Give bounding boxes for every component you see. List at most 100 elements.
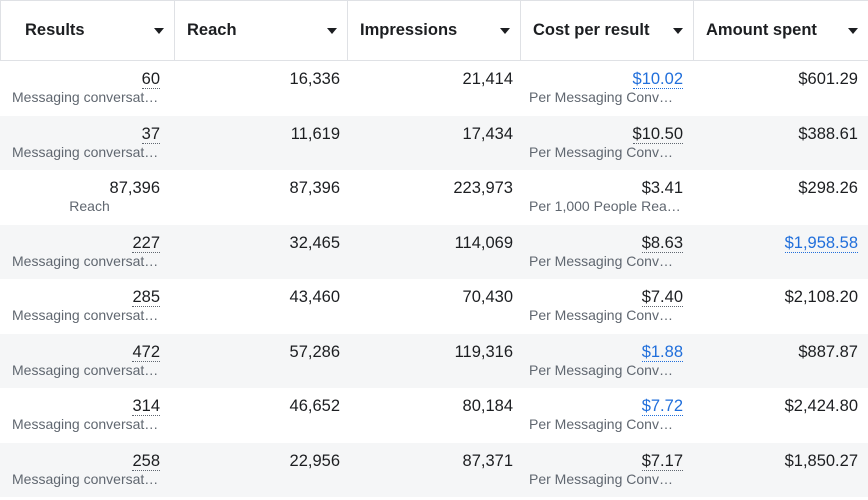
cost-per-result-type: Per 1,000 People Rea… [529, 198, 681, 214]
amount-spent-value: $2,424.80 [784, 397, 858, 415]
column-header-label: Amount spent [706, 21, 817, 39]
column-header-results[interactable]: Results [0, 1, 175, 60]
cost-per-result-cell: $7.72 Per Messaging Conv… [521, 388, 694, 443]
cost-per-result-cell: $3.41 Per 1,000 People Rea… [521, 170, 694, 225]
reach-cell: 46,652 [175, 388, 348, 443]
results-cell: 60 Messaging conversat… [0, 61, 175, 116]
impressions-value: 80,184 [462, 397, 513, 415]
cost-per-result-link[interactable]: $10.02 [632, 70, 683, 89]
results-type: Messaging conversat… [12, 307, 159, 323]
sort-caret-icon[interactable] [673, 27, 683, 34]
cost-per-result-cell: $8.63 Per Messaging Conv… [521, 225, 694, 280]
amount-spent-cell: $2,108.20 [694, 279, 868, 334]
cost-per-result-cell: $1.88 Per Messaging Conv… [521, 334, 694, 389]
cost-per-result-cell: $10.50 Per Messaging Conv… [521, 116, 694, 171]
impressions-value: 21,414 [462, 70, 513, 88]
results-type: Reach [69, 198, 110, 214]
amount-spent-cell: $298.26 [694, 170, 868, 225]
amount-spent-value: $1,850.27 [784, 451, 858, 470]
impressions-value: 70,430 [462, 288, 513, 306]
results-cell: 314 Messaging conversat… [0, 388, 175, 443]
results-cell: 258 Messaging conversat… [0, 443, 175, 498]
impressions-value: 114,069 [454, 233, 513, 252]
cost-per-result-value[interactable]: $7.17 [641, 451, 683, 471]
reach-cell: 32,465 [175, 225, 348, 280]
cost-per-result-value[interactable]: $7.40 [641, 288, 683, 307]
impressions-cell: 114,069 [348, 225, 521, 280]
cost-per-result-type: Per Messaging Conv… [529, 361, 673, 378]
amount-spent-cell: $1,850.27 [694, 443, 868, 498]
cost-per-result-cell: $10.02 Per Messaging Conv… [521, 61, 694, 116]
reach-value: 22,956 [289, 451, 340, 470]
amount-spent-link[interactable]: $1,958.58 [784, 233, 858, 253]
table-row: 285 Messaging conversat… 43,460 70,430 $… [0, 279, 868, 334]
results-cell: 227 Messaging conversat… [0, 225, 175, 280]
results-value[interactable]: 472 [132, 342, 160, 362]
results-value[interactable]: 258 [132, 451, 160, 471]
impressions-cell: 119,316 [348, 334, 521, 389]
impressions-value: 17,434 [462, 124, 513, 143]
impressions-cell: 87,371 [348, 443, 521, 498]
table-row: 227 Messaging conversat… 32,465 114,069 … [0, 224, 868, 280]
amount-spent-value: $887.87 [798, 342, 858, 361]
sort-caret-icon[interactable] [154, 27, 164, 34]
amount-spent-cell: $601.29 [694, 61, 868, 116]
cost-per-result-link[interactable]: $7.72 [641, 397, 683, 416]
results-type: Messaging conversat… [12, 470, 159, 487]
reach-cell: 22,956 [175, 443, 348, 498]
cost-per-result-cell: $7.17 Per Messaging Conv… [521, 443, 694, 498]
cost-per-result-link[interactable]: $1.88 [641, 342, 683, 362]
column-header-cost-per-result[interactable]: Cost per result [521, 1, 694, 60]
reach-cell: 16,336 [175, 61, 348, 116]
cost-per-result-type: Per Messaging Conv… [529, 470, 673, 487]
table-row: 258 Messaging conversat… 22,956 87,371 $… [0, 442, 868, 498]
results-value[interactable]: 314 [132, 397, 160, 416]
reach-value: 32,465 [289, 233, 340, 252]
table-row: 87,396 Reach 87,396 223,973 $3.41 Per 1,… [0, 170, 868, 225]
column-header-reach[interactable]: Reach [175, 1, 348, 60]
results-value[interactable]: 60 [141, 70, 160, 89]
cost-per-result-type: Per Messaging Conv… [529, 307, 673, 323]
results-type: Messaging conversat… [12, 143, 159, 160]
impressions-cell: 70,430 [348, 279, 521, 334]
results-cell: 472 Messaging conversat… [0, 334, 175, 389]
results-cell: 37 Messaging conversat… [0, 116, 175, 171]
impressions-cell: 17,434 [348, 116, 521, 171]
reach-value: 46,652 [289, 397, 340, 415]
sort-caret-icon[interactable] [327, 27, 337, 34]
results-value[interactable]: 227 [132, 233, 160, 253]
reach-value: 16,336 [289, 70, 340, 88]
amount-spent-value: $298.26 [798, 179, 858, 197]
column-header-amount-spent[interactable]: Amount spent [694, 1, 868, 60]
column-header-label: Impressions [360, 21, 458, 39]
impressions-value: 223,973 [453, 179, 513, 197]
results-cell: 87,396 Reach [0, 170, 175, 225]
cost-per-result-type: Per Messaging Conv… [529, 252, 673, 269]
sort-caret-icon[interactable] [848, 27, 858, 34]
impressions-cell: 80,184 [348, 388, 521, 443]
reach-value: 57,286 [289, 342, 340, 361]
cost-per-result-value[interactable]: $8.63 [641, 233, 683, 253]
reach-cell: 11,619 [175, 116, 348, 171]
table-header: Results Reach Impressions Cost per resul… [0, 0, 868, 61]
amount-spent-cell: $887.87 [694, 334, 868, 389]
column-header-label: Results [25, 21, 85, 39]
results-value[interactable]: 37 [141, 124, 160, 144]
impressions-cell: 223,973 [348, 170, 521, 225]
sort-caret-icon[interactable] [500, 27, 510, 34]
cost-per-result-cell: $7.40 Per Messaging Conv… [521, 279, 694, 334]
cost-per-result-value[interactable]: $10.50 [632, 124, 683, 144]
column-header-label: Reach [187, 21, 237, 39]
table-row: 37 Messaging conversat… 11,619 17,434 $1… [0, 115, 868, 171]
reach-value: 43,460 [289, 288, 340, 306]
results-type: Messaging conversat… [12, 416, 159, 432]
column-header-impressions[interactable]: Impressions [348, 1, 521, 60]
results-type: Messaging conversat… [12, 361, 159, 378]
reach-value: 11,619 [290, 124, 340, 143]
table-row: 60 Messaging conversat… 16,336 21,414 $1… [0, 61, 868, 116]
amount-spent-cell: $2,424.80 [694, 388, 868, 443]
impressions-value: 119,316 [454, 342, 513, 361]
table-row: 472 Messaging conversat… 57,286 119,316 … [0, 333, 868, 389]
results-value[interactable]: 285 [132, 288, 160, 307]
reach-cell: 57,286 [175, 334, 348, 389]
